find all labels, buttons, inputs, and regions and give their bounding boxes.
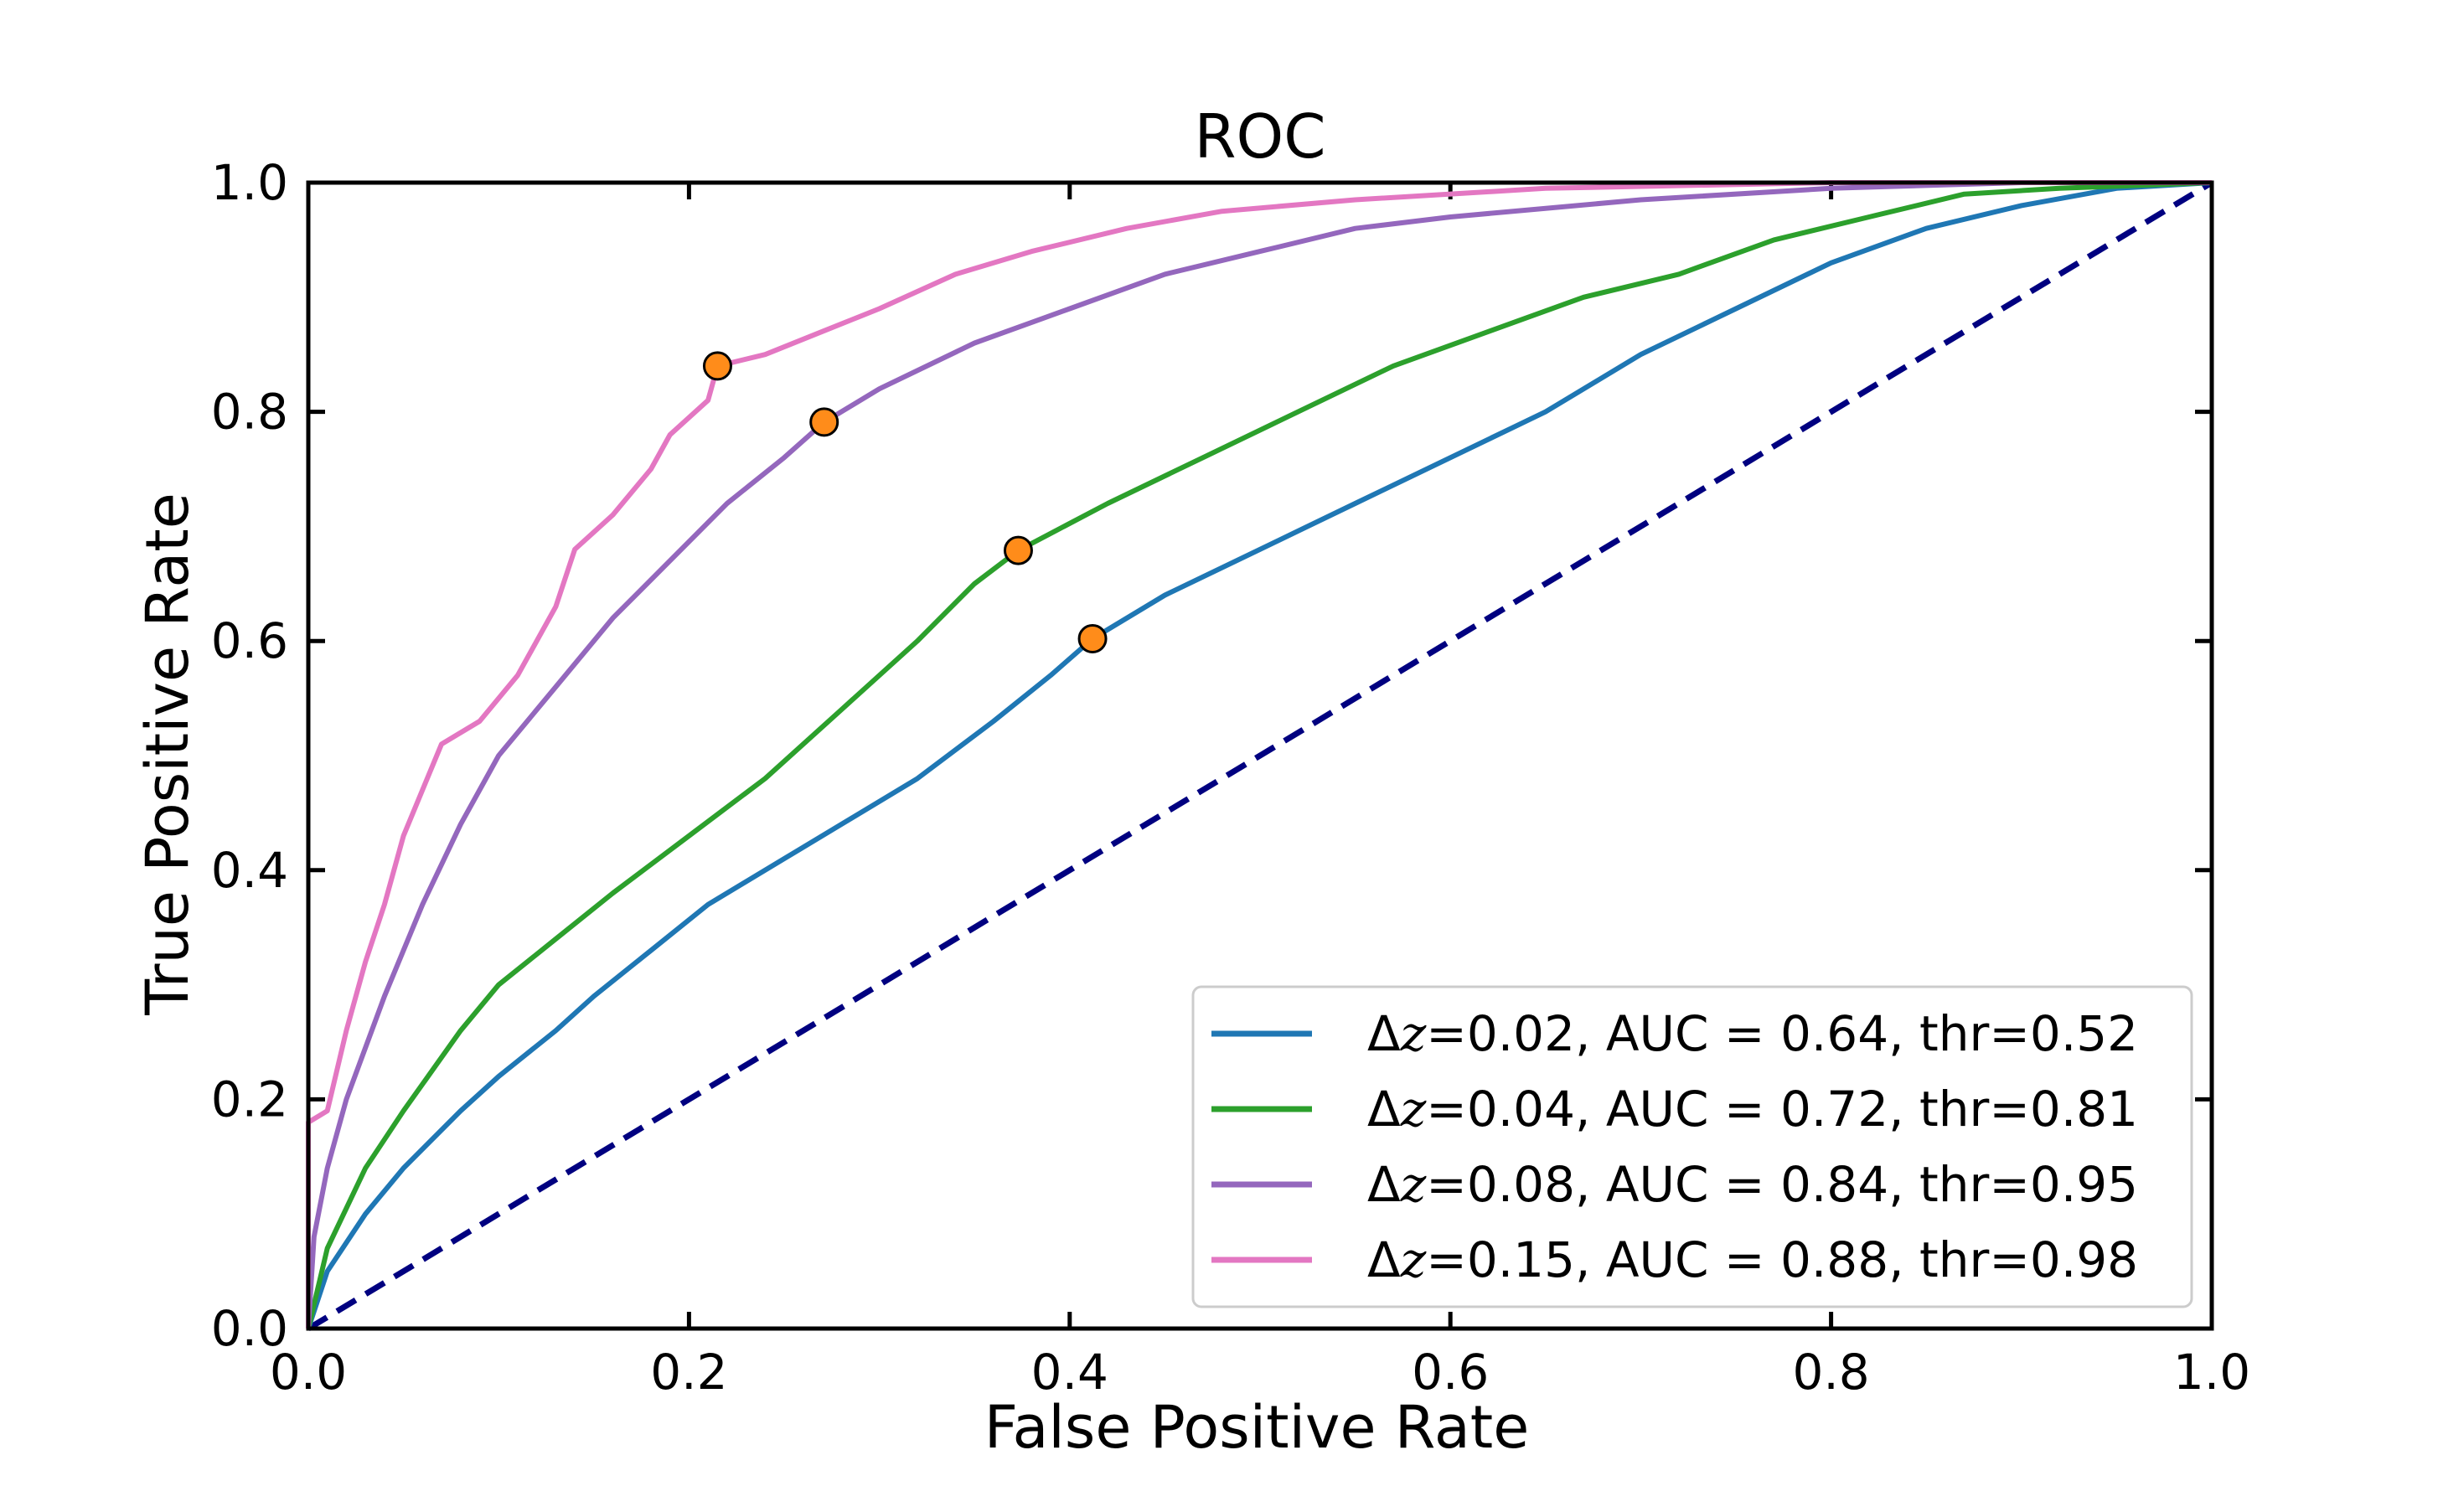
- x-axis-label: False Positive Rate: [984, 1393, 1530, 1462]
- threshold-marker-1: [1003, 535, 1033, 565]
- legend-label-2: Δz=0.08, AUC = 0.84, thr=0.95: [1367, 1156, 2138, 1213]
- y-axis-label: True Positive Rate: [133, 493, 202, 1016]
- legend-label-var: z: [1400, 1156, 1427, 1213]
- x-tick-label: 1.0: [2173, 1344, 2250, 1401]
- threshold-marker-3: [702, 351, 732, 381]
- series-line-0: [306, 180, 2213, 1329]
- legend-label-text: =0.15, AUC = 0.88, thr=0.98: [1426, 1231, 2138, 1288]
- legend-label-prefix: Δ: [1367, 1081, 1401, 1138]
- threshold-marker-2: [809, 407, 839, 437]
- threshold-markers: [702, 351, 1108, 653]
- chart-title: ROC: [1195, 101, 1326, 172]
- chance-reference-line: [307, 180, 2213, 1331]
- axes: 0.0 0.2 0.4 0.6 0.8 1.0 0.0 0.2 0.4 0.6 0.8 1.0: [211, 154, 2250, 1401]
- legend-box: [1191, 985, 2193, 1308]
- y-tick-label: 0.8: [211, 384, 288, 441]
- legend-label-3: Δz=0.15, AUC = 0.88, thr=0.98: [1367, 1231, 2138, 1288]
- legend-label-var: z: [1400, 1081, 1427, 1138]
- plot-border: [306, 180, 2214, 1331]
- legend-label-var: z: [1400, 1231, 1427, 1288]
- x-tick-label: 0.4: [1031, 1344, 1108, 1401]
- legend-label-text: =0.04, AUC = 0.72, thr=0.81: [1426, 1081, 2138, 1138]
- series-line-2: [306, 180, 2212, 1329]
- legend-label-prefix: Δ: [1367, 1005, 1401, 1062]
- series-lines: [306, 180, 2213, 1329]
- y-tick-label: 0.4: [211, 842, 288, 899]
- y-tick-label: 0.0: [211, 1300, 288, 1357]
- plot-frame: [306, 180, 2214, 1331]
- threshold-marker-0: [1077, 623, 1108, 653]
- legend-label-text: =0.08, AUC = 0.84, thr=0.95: [1426, 1156, 2138, 1213]
- x-tick-label: 0.8: [1792, 1344, 1869, 1401]
- y-tick-label: 1.0: [211, 154, 288, 211]
- legend-label-text: =0.02, AUC = 0.64, thr=0.52: [1426, 1005, 2138, 1062]
- y-tick-label: 0.6: [211, 612, 288, 669]
- series-line-1: [306, 180, 2213, 1329]
- x-tick-label: 0.2: [650, 1344, 727, 1401]
- series-line-3: [306, 180, 2212, 1329]
- legend-label-0: Δz=0.02, AUC = 0.64, thr=0.52: [1367, 1005, 2138, 1062]
- legend-label-prefix: Δ: [1367, 1156, 1401, 1213]
- x-tick-label: 0.0: [270, 1344, 347, 1401]
- legend-label-1: Δz=0.04, AUC = 0.72, thr=0.81: [1367, 1081, 2138, 1138]
- x-tick-label: 0.6: [1412, 1344, 1489, 1401]
- y-tick-label: 0.2: [211, 1071, 288, 1128]
- legend-label-var: z: [1400, 1005, 1427, 1062]
- legend-label-prefix: Δ: [1367, 1231, 1401, 1288]
